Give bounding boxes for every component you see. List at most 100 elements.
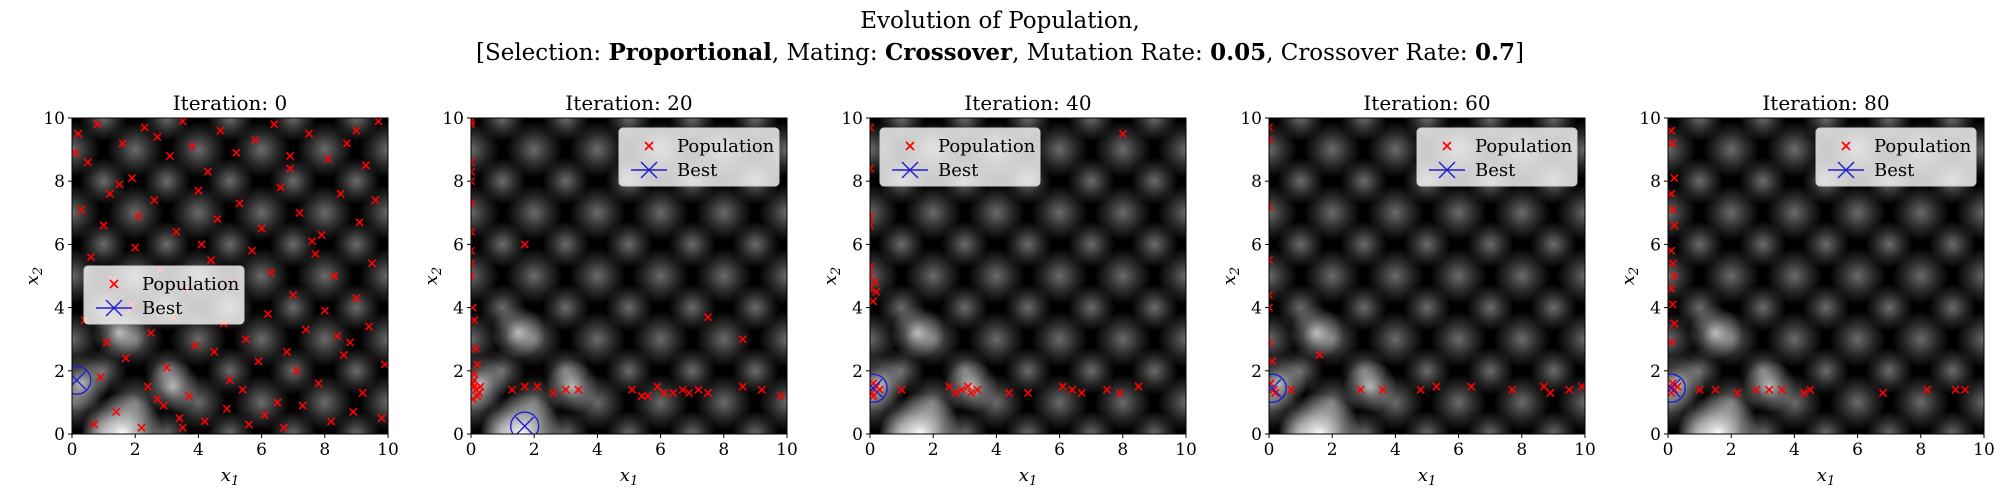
population-point [146,328,156,338]
population-point [102,338,111,347]
population-point [364,322,374,331]
best-marker [1668,373,1686,403]
population-point [870,278,879,287]
population-point [1668,139,1677,148]
population-point [1922,385,1932,394]
population-point [235,199,244,208]
population-point [1752,385,1761,394]
x-tick-label: 4 [592,440,603,460]
population-point [703,388,713,398]
legend-population-marker [905,141,915,151]
population-point [241,335,250,344]
y-axis-label: x2 [22,267,46,285]
y-tick-label: 4 [54,299,65,319]
y-tick-label: 10 [442,109,464,129]
best-point [870,378,883,398]
population-point [330,271,339,281]
population-point [1416,385,1425,394]
population-point [1668,379,1677,388]
population-point [368,259,377,268]
population-point [471,118,476,126]
axes-frame [1268,117,1586,435]
figure-title: Evolution of Population, [Selection: Pro… [0,6,2000,69]
population-point [257,224,266,233]
x-tick-label: 4 [1789,440,1800,460]
population-point [345,338,355,347]
population-point [627,385,637,394]
population-point [216,126,225,135]
population-point [320,306,329,315]
population-point [870,391,878,401]
crossover-rate-label: , Crossover Rate: [1266,40,1475,66]
best-circle [870,373,888,403]
chart-panel-3: 0 2 4 6 8 10 0 2 4 6 8 10 Iteration: 60 x1 x2 Populatio… [1219,91,1596,489]
population-point [86,252,96,262]
population-point [471,177,476,186]
x-tick-label: 10 [1175,440,1197,460]
population-point [1269,123,1274,132]
population-point [232,148,241,157]
y-tick-label: 4 [1251,299,1262,319]
legend-population-label: Population [142,274,240,295]
legend-box [83,265,245,325]
panel-title: Iteration: 80 [1762,91,1889,115]
population-point [471,316,479,325]
population-point [1068,385,1077,394]
population-point [200,417,209,426]
population-point [307,237,317,246]
population-point [143,382,153,391]
y-tick-label: 6 [54,235,65,255]
x-tick-label: 4 [193,440,204,460]
y-tick-label: 2 [1251,362,1262,382]
legend-population-label: Population [677,136,775,157]
population-point [548,388,558,398]
population-point [520,240,529,249]
population-point [1777,385,1786,394]
legend-population-marker [1841,141,1851,151]
population-point [694,385,703,394]
population-point [184,391,194,401]
population-point [957,385,966,394]
population-point [251,135,260,145]
population-point [897,385,906,394]
population-point [352,126,361,135]
x-axis-label: x1 [1817,465,1835,489]
population-point [210,347,219,357]
mutation-rate-value: 0.05 [1210,39,1267,66]
population-point [1271,388,1280,398]
population-point [669,388,678,398]
x-tick-label: 6 [1453,440,1464,460]
best-circle [1269,373,1287,403]
population-point [944,382,954,391]
population-point [333,331,342,341]
legend-best-marker [640,161,658,179]
population-point [703,312,713,322]
population-point [339,350,348,360]
axes-frame [71,117,389,435]
y-tick-label: 4 [1650,299,1661,319]
mutation-rate-label: , Mutation Rate: [1012,40,1211,66]
population-point [175,414,184,423]
figure-title-line1: Evolution of Population, [860,8,1140,34]
panel-title: Iteration: 40 [964,91,1091,115]
population-point [254,357,263,366]
population-point [738,382,747,391]
population-point [1806,385,1815,394]
population-point [1115,388,1124,398]
y-tick-label: 6 [453,235,464,255]
population-point [121,353,130,363]
population-point [1668,338,1676,347]
population-point [371,195,380,205]
population-point [355,218,364,227]
population-point [149,195,159,205]
population-point [870,211,875,221]
best-marker [510,411,540,434]
population-point [374,118,383,126]
x-tick-label: 2 [1726,440,1737,460]
y-tick-label: 8 [453,172,464,192]
population-point [317,230,326,240]
population-point [1269,357,1277,366]
population-point [1668,126,1676,135]
population-point [314,379,323,388]
population-point [222,404,232,413]
